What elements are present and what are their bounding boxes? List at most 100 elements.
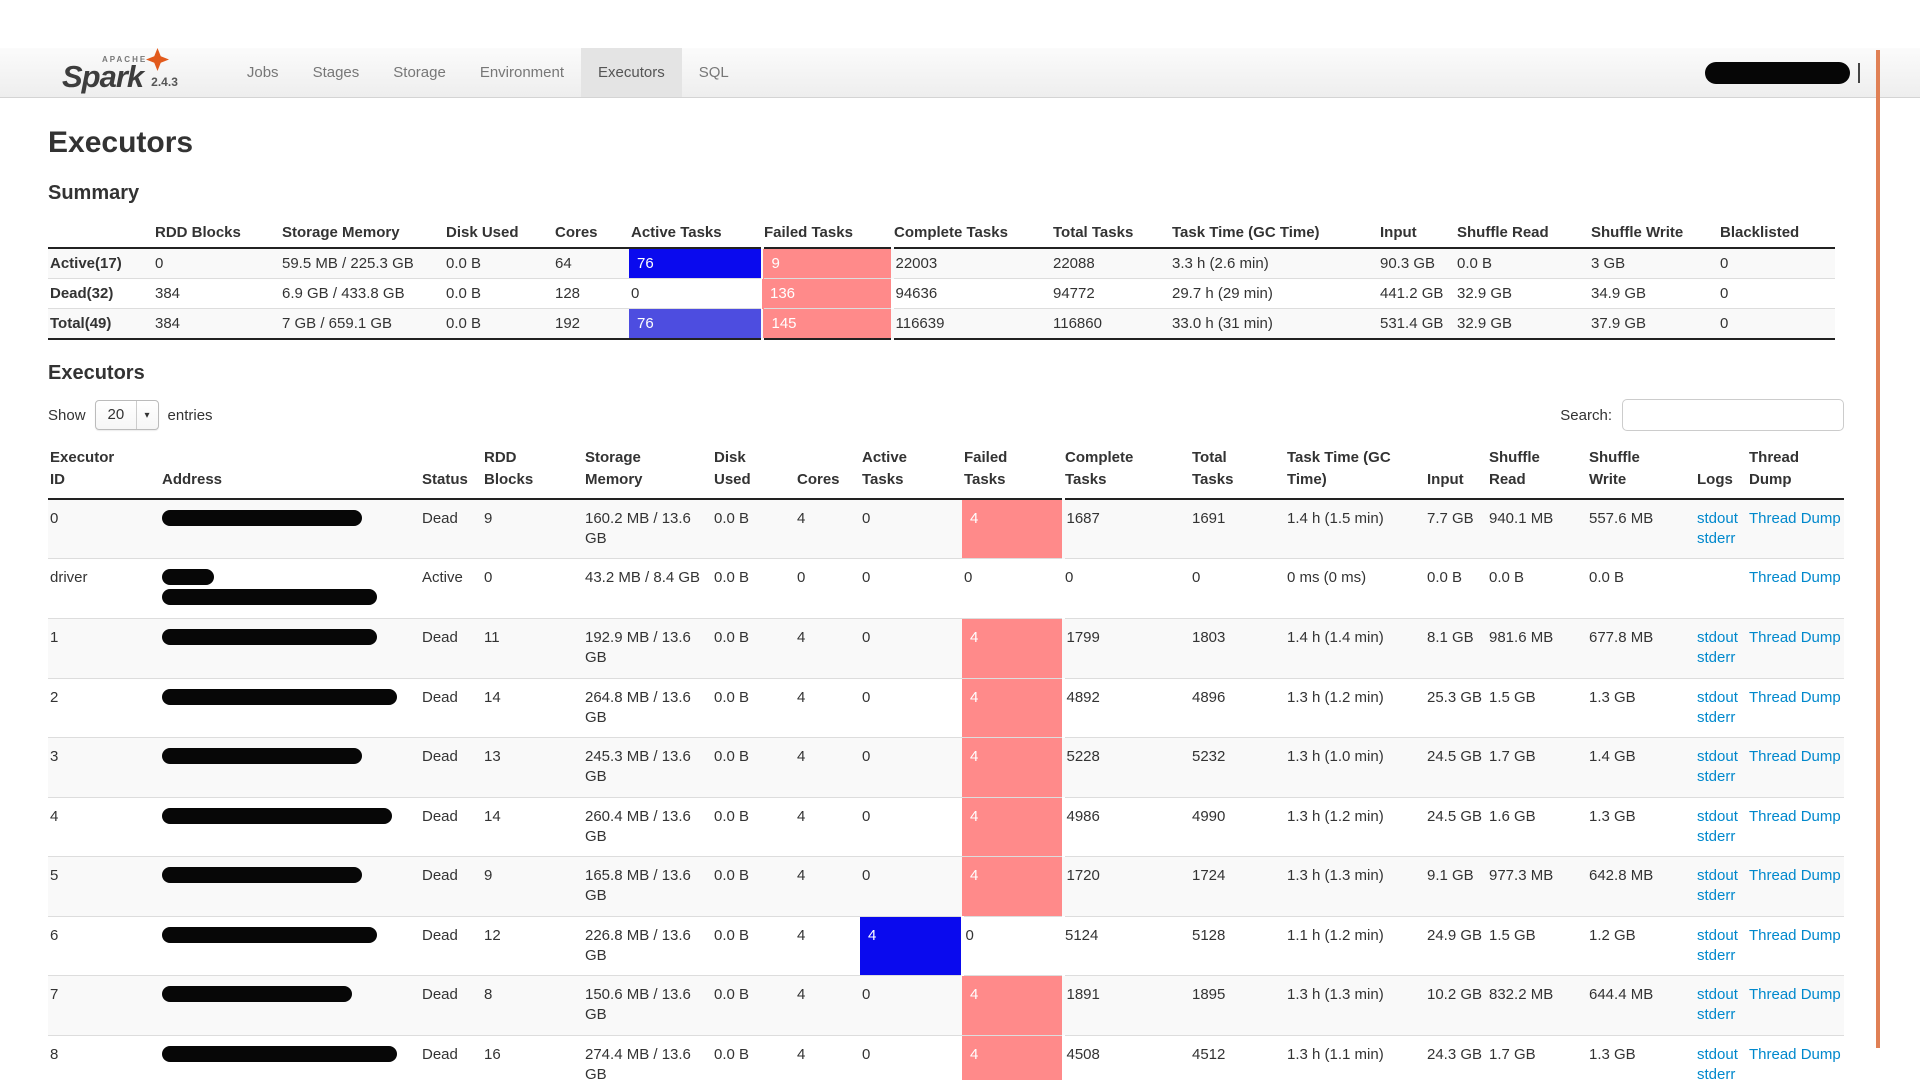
- thread-dump-link[interactable]: Thread Dump: [1749, 509, 1841, 527]
- stderr-link[interactable]: stderr: [1697, 768, 1736, 786]
- page-size-value: 20: [107, 406, 125, 423]
- cell-total-tasks: 1895: [1192, 986, 1226, 1003]
- stderr-link[interactable]: stderr: [1697, 1065, 1736, 1080]
- cell-shuffle-write: 1.3 GB: [1589, 807, 1636, 825]
- thread-dump-link[interactable]: Thread Dump: [1749, 986, 1841, 1003]
- cell-disk-used: 0.0 B: [714, 688, 750, 706]
- cell-rdd-blocks: 14: [484, 807, 501, 825]
- thread-dump-link[interactable]: Thread Dump: [1749, 629, 1841, 646]
- thread-dump-link[interactable]: Thread Dump: [1749, 867, 1841, 884]
- cell-failed-tasks: 0: [964, 569, 973, 586]
- exec-col-header[interactable]: Active Tasks: [860, 443, 962, 500]
- exec-col-header[interactable]: Logs: [1695, 443, 1747, 500]
- exec-col-header[interactable]: Total Tasks: [1190, 443, 1285, 500]
- spark-logo[interactable]: APACHE Spark 2.4.3: [62, 48, 178, 97]
- cell-complete-tasks: 5124: [1065, 926, 1099, 944]
- stderr-link[interactable]: stderr: [1697, 708, 1736, 726]
- executor-row: 0 Dead 9 160.2 MB / 13.6 GB 0.0 B 4 0 4 1687 1691…: [48, 498, 1844, 559]
- stderr-link[interactable]: stderr: [1697, 529, 1736, 547]
- cell-task-time: 1.3 h (1.2 min): [1287, 688, 1384, 706]
- stdout-link[interactable]: stdout: [1697, 688, 1738, 706]
- exec-col-header[interactable]: Storage Memory: [583, 443, 712, 500]
- cell-complete-tasks: 5228: [1066, 748, 1100, 765]
- cell-disk-used: 0.0 B: [714, 748, 750, 765]
- nav-item-jobs[interactable]: Jobs: [246, 64, 279, 81]
- thread-dump-link[interactable]: Thread Dump: [1749, 569, 1841, 586]
- nav-item-environment[interactable]: Environment: [479, 64, 565, 81]
- cell-failed-tasks: 4: [962, 797, 1063, 857]
- cell-failed-tasks: 4: [962, 498, 1063, 559]
- cell-active-tasks: 0: [862, 629, 871, 646]
- summary-cell: 7 GB / 659.1 GB: [282, 315, 393, 332]
- summary-cell: 384: [155, 315, 181, 332]
- exec-col-header[interactable]: Executor ID: [48, 443, 160, 500]
- nav-item-stages[interactable]: Stages: [312, 64, 360, 81]
- exec-col-header[interactable]: Disk Used: [712, 443, 795, 500]
- exec-col-header[interactable]: Shuffle Read: [1487, 443, 1587, 500]
- summary-col-header: Task Time (GC Time): [1170, 219, 1378, 249]
- stderr-link[interactable]: stderr: [1697, 887, 1736, 905]
- cell-complete-tasks: 1891: [1066, 986, 1100, 1003]
- cell-active-tasks: 0: [862, 688, 871, 706]
- nav-item-executors[interactable]: Executors: [581, 48, 682, 97]
- exec-col-header[interactable]: Complete Tasks: [1063, 443, 1190, 500]
- page-size-select[interactable]: 20 ▾: [94, 400, 159, 430]
- exec-col-header[interactable]: Task Time (GC Time): [1285, 443, 1425, 500]
- stdout-link[interactable]: stdout: [1697, 1045, 1738, 1063]
- nav-item-sql[interactable]: SQL: [698, 64, 729, 81]
- cell-active-tasks: 0: [862, 748, 871, 765]
- exec-col-header[interactable]: Thread Dump: [1747, 443, 1844, 500]
- stderr-link[interactable]: stderr: [1697, 649, 1736, 667]
- summary-table-body: Active(17) 0 59.5 MB / 225.3 GB 0.0 B 64 76 9 2…: [48, 248, 1835, 339]
- search-input[interactable]: [1622, 399, 1844, 431]
- show-entries-control: Show 20 ▾ entries: [48, 400, 213, 430]
- exec-col-header[interactable]: Failed Tasks: [962, 443, 1063, 500]
- address-redaction: [162, 986, 352, 1002]
- summary-col-header: Shuffle Write: [1589, 219, 1718, 249]
- exec-col-header[interactable]: Shuffle Write: [1587, 443, 1695, 500]
- stdout-link[interactable]: stdout: [1697, 807, 1738, 825]
- summary-col-header: Shuffle Read: [1455, 219, 1589, 249]
- cell-thread-dump: Thread Dump: [1747, 976, 1844, 1036]
- stderr-link[interactable]: stderr: [1697, 1006, 1736, 1024]
- cell-shuffle-write: 1.3 GB: [1589, 688, 1636, 706]
- exec-col-header[interactable]: Cores: [795, 443, 860, 500]
- cell-failed-tasks: 4: [962, 856, 1063, 916]
- search-control: Search:: [1560, 399, 1844, 431]
- thread-dump-link[interactable]: Thread Dump: [1749, 748, 1841, 765]
- stdout-link[interactable]: stdout: [1697, 867, 1738, 884]
- stderr-link[interactable]: stderr: [1697, 946, 1736, 964]
- cell-total-tasks: 1691: [1192, 509, 1226, 527]
- thread-dump-link[interactable]: Thread Dump: [1749, 1045, 1841, 1063]
- entries-label: entries: [167, 406, 213, 424]
- summary-cell: 0: [631, 285, 640, 302]
- address-redaction: [162, 629, 377, 645]
- cell-cores: 4: [797, 509, 806, 527]
- nav-items: Jobs Stages Storage Environment Executors SQL: [230, 48, 746, 97]
- stderr-link[interactable]: stderr: [1697, 827, 1736, 845]
- exec-col-header[interactable]: Status: [420, 443, 482, 500]
- summary-row-label: Total(49): [50, 315, 112, 332]
- thread-dump-link[interactable]: Thread Dump: [1749, 688, 1841, 706]
- nav-item-storage[interactable]: Storage: [393, 64, 446, 81]
- summary-cell: 136: [762, 278, 892, 309]
- thread-dump-link[interactable]: Thread Dump: [1749, 807, 1841, 825]
- stdout-link[interactable]: stdout: [1697, 629, 1738, 646]
- exec-col-header[interactable]: Input: [1425, 443, 1487, 500]
- cell-status: Dead: [422, 629, 458, 646]
- summary-cell: 29.7 h (29 min): [1172, 285, 1273, 302]
- summary-cell: 116860: [1053, 315, 1102, 332]
- stdout-link[interactable]: stdout: [1697, 926, 1738, 944]
- cell-address: [160, 559, 420, 619]
- thread-dump-link[interactable]: Thread Dump: [1749, 926, 1841, 944]
- cell-cores: 0: [797, 569, 806, 586]
- cell-total-tasks: 4896: [1192, 688, 1226, 706]
- cell-address: [160, 619, 420, 679]
- stdout-link[interactable]: stdout: [1697, 748, 1738, 765]
- stdout-link[interactable]: stdout: [1697, 509, 1738, 527]
- exec-col-header[interactable]: RDD Blocks: [482, 443, 583, 500]
- stdout-link[interactable]: stdout: [1697, 986, 1738, 1003]
- redacted-app-name: [1705, 62, 1860, 84]
- executors-table-body: 0 Dead 9 160.2 MB / 13.6 GB 0.0 B 4 0 4 1687 1691…: [48, 498, 1844, 1080]
- exec-col-header[interactable]: Address: [160, 443, 420, 500]
